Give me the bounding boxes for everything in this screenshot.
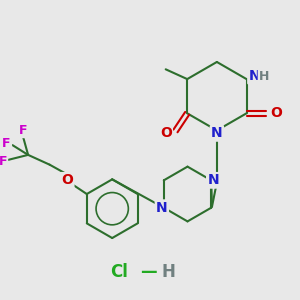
Text: O: O xyxy=(61,173,73,187)
Text: N: N xyxy=(207,173,219,187)
Text: N: N xyxy=(211,126,223,140)
Text: N: N xyxy=(248,69,260,83)
Text: O: O xyxy=(160,126,172,140)
Text: —: — xyxy=(140,263,157,281)
Text: F: F xyxy=(2,137,11,150)
Text: Cl: Cl xyxy=(110,263,128,281)
Text: F: F xyxy=(19,124,28,137)
Text: N: N xyxy=(156,201,168,215)
Text: H: H xyxy=(259,70,269,83)
Text: O: O xyxy=(270,106,282,120)
Text: H: H xyxy=(161,263,175,281)
Text: F: F xyxy=(0,155,7,168)
